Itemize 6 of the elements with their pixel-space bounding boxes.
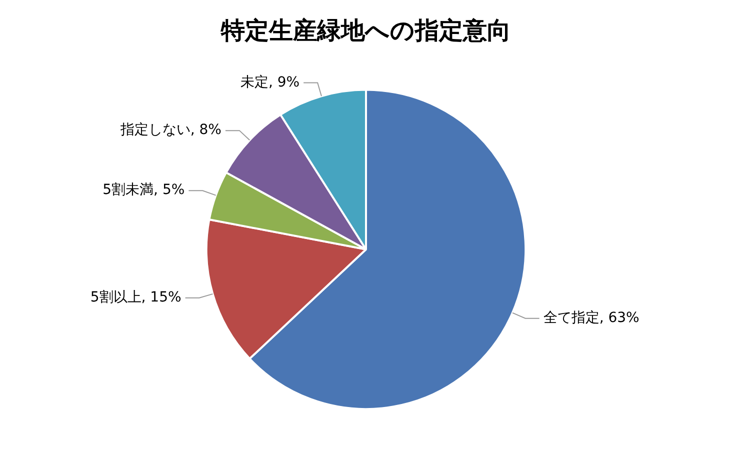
slice-label: 指定しない, 8% xyxy=(119,122,222,138)
slice-label: 5割以上, 15% xyxy=(90,289,182,306)
slice-label: 全て指定, 63% xyxy=(543,310,640,326)
slice-label: 未定, 9% xyxy=(240,74,300,90)
slice-label: 5割未満, 5% xyxy=(102,182,185,198)
chart-title: 特定生産緑地への指定意向 xyxy=(220,16,511,45)
